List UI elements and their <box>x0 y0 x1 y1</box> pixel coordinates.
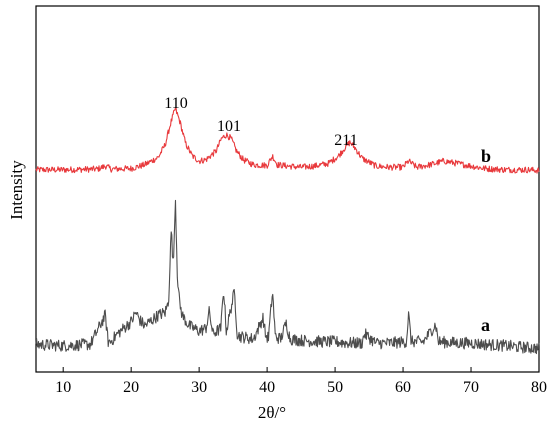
series-line-a <box>35 199 540 355</box>
peak-label-110: 110 <box>164 95 187 112</box>
plot-border <box>35 5 540 373</box>
series-label-a: a <box>481 315 490 335</box>
series-line-b <box>35 107 540 174</box>
x-tick-label: 50 <box>327 379 343 396</box>
x-axis-title: 2θ/° <box>258 403 286 422</box>
x-tick-label: 80 <box>531 379 547 396</box>
x-tick-label: 10 <box>55 379 71 396</box>
series-label-b: b <box>481 146 491 166</box>
series-layer <box>35 107 540 355</box>
x-tick-label: 70 <box>463 379 479 396</box>
peak-label-101: 101 <box>217 118 241 135</box>
x-tick-label: 60 <box>395 379 411 396</box>
peak-label-211: 211 <box>334 132 357 149</box>
plot-frame <box>35 5 540 373</box>
x-tick-label: 40 <box>259 379 275 396</box>
axis-layer: 10 20 30 40 50 60 70 80 <box>55 367 547 396</box>
x-tick-label: 30 <box>191 379 207 396</box>
annotation-layer: 110 101 211 b a <box>164 95 491 335</box>
x-tick-label: 20 <box>123 379 139 396</box>
y-axis-title: Intensity <box>7 160 26 220</box>
